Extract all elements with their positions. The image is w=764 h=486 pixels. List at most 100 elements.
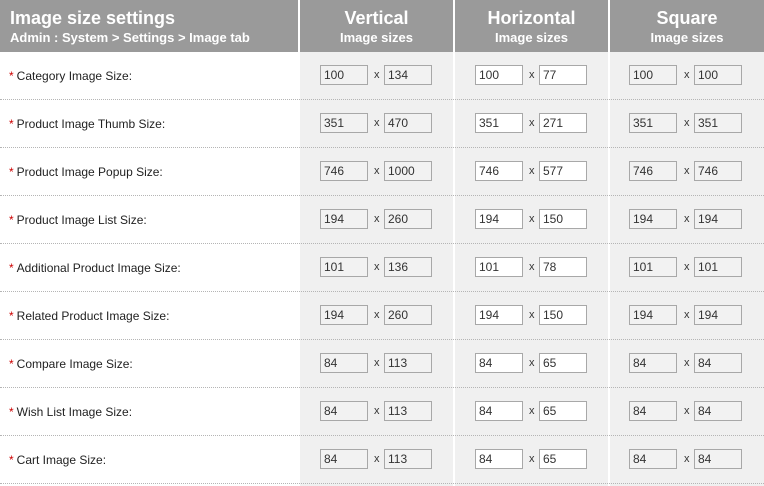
setting-label-text: Product Image Popup Size:	[16, 165, 163, 179]
required-marker: *	[9, 165, 14, 179]
square-height-input[interactable]	[694, 65, 742, 85]
required-marker: *	[9, 69, 14, 83]
dimension-separator: x	[374, 165, 380, 177]
vertical-height-input[interactable]	[384, 353, 432, 373]
square-width-input[interactable]	[629, 305, 677, 325]
breadcrumb: Admin : System > Settings > Image tab	[10, 30, 250, 45]
table-row: *Category Image Size: x x x	[0, 52, 764, 100]
setting-label-text: Compare Image Size:	[16, 357, 133, 371]
vertical-height-input[interactable]	[384, 449, 432, 469]
dimension-separator: x	[684, 117, 690, 129]
dimension-separator: x	[529, 453, 535, 465]
square-width-input[interactable]	[629, 161, 677, 181]
dimension-separator: x	[529, 309, 535, 321]
square-width-input[interactable]	[629, 113, 677, 133]
setting-label-text: Category Image Size:	[16, 69, 133, 83]
column-separator	[453, 52, 455, 486]
required-marker: *	[9, 357, 14, 371]
horizontal-width-input[interactable]	[475, 65, 523, 85]
vertical-height-input[interactable]	[384, 401, 432, 421]
square-width-input[interactable]	[629, 401, 677, 421]
square-width-input[interactable]	[629, 65, 677, 85]
horizontal-height-input[interactable]	[539, 113, 587, 133]
column-subtitle: Image sizes	[650, 30, 724, 45]
vertical-height-input[interactable]	[384, 209, 432, 229]
dimension-separator: x	[529, 213, 535, 225]
table-row: *Cart Image Size: x x x	[0, 436, 764, 484]
square-height-input[interactable]	[694, 257, 742, 277]
dimension-separator: x	[684, 261, 690, 273]
horizontal-height-input[interactable]	[539, 65, 587, 85]
horizontal-height-input[interactable]	[539, 161, 587, 181]
vertical-width-input[interactable]	[320, 401, 368, 421]
column-header-horizontal: Horizontal Image sizes	[455, 0, 608, 52]
square-height-input[interactable]	[694, 449, 742, 469]
vertical-height-input[interactable]	[384, 65, 432, 85]
horizontal-width-input[interactable]	[475, 161, 523, 181]
horizontal-width-input[interactable]	[475, 401, 523, 421]
table-row: *Additional Product Image Size: x x x	[0, 244, 764, 292]
dimension-separator: x	[684, 453, 690, 465]
dimension-separator: x	[529, 69, 535, 81]
setting-label: * Cart Image Size:	[9, 453, 106, 467]
dimension-separator: x	[529, 357, 535, 369]
dimension-separator: x	[529, 165, 535, 177]
horizontal-height-input[interactable]	[539, 209, 587, 229]
horizontal-width-input[interactable]	[475, 353, 523, 373]
vertical-width-input[interactable]	[320, 353, 368, 373]
horizontal-height-input[interactable]	[539, 401, 587, 421]
vertical-width-input[interactable]	[320, 113, 368, 133]
horizontal-width-input[interactable]	[475, 113, 523, 133]
horizontal-height-input[interactable]	[539, 353, 587, 373]
vertical-height-input[interactable]	[384, 305, 432, 325]
row-divider	[0, 99, 764, 100]
square-width-input[interactable]	[629, 209, 677, 229]
horizontal-width-input[interactable]	[475, 209, 523, 229]
horizontal-width-input[interactable]	[475, 305, 523, 325]
vertical-width-input[interactable]	[320, 257, 368, 277]
vertical-width-input[interactable]	[320, 305, 368, 325]
required-marker: *	[9, 405, 14, 419]
square-height-input[interactable]	[694, 161, 742, 181]
header-separator	[453, 0, 455, 52]
horizontal-height-input[interactable]	[539, 257, 587, 277]
dimension-separator: x	[684, 69, 690, 81]
required-marker: *	[9, 117, 14, 131]
dimension-separator: x	[684, 213, 690, 225]
dimension-separator: x	[374, 69, 380, 81]
vertical-height-input[interactable]	[384, 113, 432, 133]
column-separator	[608, 52, 610, 486]
header-separator	[298, 0, 300, 52]
dimension-separator: x	[684, 405, 690, 417]
vertical-width-input[interactable]	[320, 65, 368, 85]
horizontal-width-input[interactable]	[475, 449, 523, 469]
row-divider	[0, 435, 764, 436]
square-width-input[interactable]	[629, 257, 677, 277]
square-height-input[interactable]	[694, 113, 742, 133]
table-row: *Wish List Image Size: x x x	[0, 388, 764, 436]
square-width-input[interactable]	[629, 449, 677, 469]
square-height-input[interactable]	[694, 401, 742, 421]
required-marker: *	[9, 453, 14, 467]
row-divider	[0, 483, 764, 484]
square-height-input[interactable]	[694, 305, 742, 325]
vertical-height-input[interactable]	[384, 257, 432, 277]
horizontal-height-input[interactable]	[539, 305, 587, 325]
table-row: *Compare Image Size: x x x	[0, 340, 764, 388]
square-height-input[interactable]	[694, 209, 742, 229]
horizontal-width-input[interactable]	[475, 257, 523, 277]
vertical-width-input[interactable]	[320, 209, 368, 229]
setting-label: * Wish List Image Size:	[9, 405, 132, 419]
vertical-width-input[interactable]	[320, 161, 368, 181]
square-width-input[interactable]	[629, 353, 677, 373]
row-divider	[0, 291, 764, 292]
column-title: Vertical	[344, 8, 409, 28]
vertical-height-input[interactable]	[384, 161, 432, 181]
horizontal-height-input[interactable]	[539, 449, 587, 469]
dimension-separator: x	[374, 453, 380, 465]
dimension-separator: x	[529, 117, 535, 129]
setting-label-text: Additional Product Image Size:	[16, 261, 181, 275]
vertical-width-input[interactable]	[320, 449, 368, 469]
square-height-input[interactable]	[694, 353, 742, 373]
dimension-separator: x	[374, 357, 380, 369]
